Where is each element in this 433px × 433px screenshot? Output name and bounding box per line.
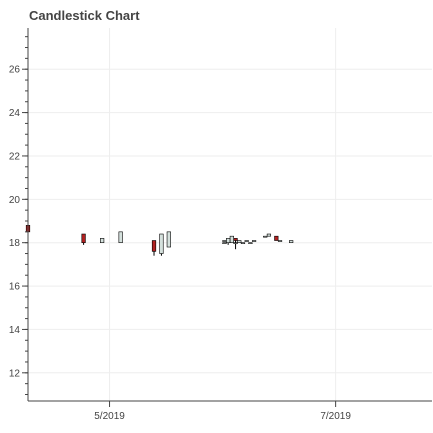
x-tick-label: 5/2019 xyxy=(94,411,125,422)
candle-body-up xyxy=(222,242,227,244)
candle-body-down xyxy=(274,235,279,241)
candle-body-up xyxy=(226,238,231,243)
grid-layer xyxy=(28,28,432,401)
candle-body-up xyxy=(289,240,294,243)
candle-body-up xyxy=(100,238,105,243)
candle-body-up xyxy=(233,242,238,244)
candle-body-down xyxy=(81,233,86,243)
candle-body-up xyxy=(248,242,253,244)
y-tick-label: 24 xyxy=(9,108,21,119)
candle-body-up xyxy=(229,235,234,243)
candle-body-up xyxy=(244,240,249,242)
chart-title: Candlestick Chart xyxy=(29,8,140,23)
axis-layer: 12 14 16 18 20 22 24 26 5/2019 7/2019 xyxy=(9,28,432,422)
y-tick-label: 20 xyxy=(9,195,21,206)
candle-body-down xyxy=(233,238,238,241)
candle-body-up xyxy=(237,240,242,243)
y-tick-label: 22 xyxy=(9,151,21,162)
candle-body-up xyxy=(266,233,272,237)
y-tick-label: 12 xyxy=(9,368,21,379)
candles-layer xyxy=(25,225,294,256)
y-tick-label: 14 xyxy=(9,325,21,336)
y-tick-label: 18 xyxy=(9,238,21,249)
y-tick-label: 16 xyxy=(9,282,21,293)
candle-body-up xyxy=(251,240,257,242)
candle-body-up xyxy=(166,231,171,248)
candle-body-up xyxy=(277,240,283,242)
candle-body-up xyxy=(159,233,164,254)
x-tick-label: 7/2019 xyxy=(320,411,351,422)
candle-body-up xyxy=(240,242,246,244)
candle-body-up xyxy=(263,235,268,238)
candle-body-up xyxy=(118,231,123,243)
candle-body-down xyxy=(151,240,157,252)
y-tick-label: 26 xyxy=(9,65,21,76)
candle-body-up xyxy=(222,240,227,242)
